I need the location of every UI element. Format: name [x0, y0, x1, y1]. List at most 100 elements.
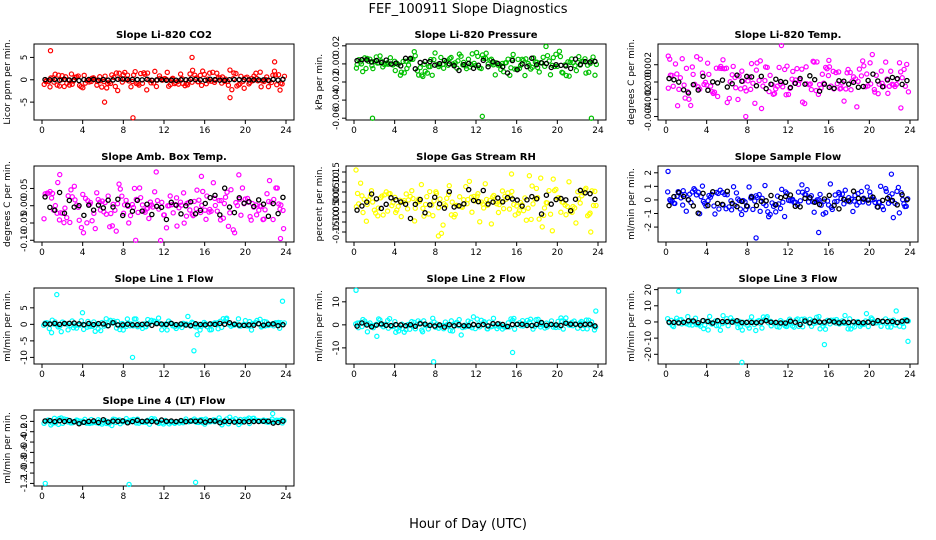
data-point	[139, 418, 145, 425]
data-point	[714, 200, 721, 207]
data-point	[364, 329, 371, 335]
data-point	[841, 196, 847, 203]
data-point	[766, 88, 772, 95]
data-point	[80, 230, 87, 236]
x-tick-label: 4	[80, 248, 86, 258]
data-point	[430, 358, 437, 365]
data-point	[359, 320, 365, 326]
data-point	[563, 212, 569, 218]
data-point	[229, 86, 235, 93]
data-point	[867, 60, 873, 66]
data-point	[760, 83, 766, 89]
data-point	[743, 319, 750, 326]
y-tick-label: 10	[332, 296, 342, 308]
data-point	[485, 323, 491, 329]
data-point	[275, 77, 281, 83]
x-tick-label: 0	[663, 126, 669, 136]
data-point	[119, 418, 126, 424]
data-point	[877, 183, 884, 189]
data-point	[153, 169, 159, 175]
data-point	[753, 319, 760, 326]
data-point	[158, 204, 165, 211]
data-point	[258, 84, 264, 90]
data-point	[713, 65, 720, 71]
data-point	[409, 187, 415, 194]
data-point	[377, 53, 383, 59]
data-point	[168, 418, 175, 424]
data-point	[563, 197, 569, 203]
data-point	[255, 197, 262, 203]
data-point	[855, 319, 862, 326]
data-point	[523, 217, 530, 223]
data-point	[395, 203, 401, 210]
data-point	[134, 322, 141, 328]
data-point	[530, 201, 536, 207]
data-point	[538, 319, 545, 326]
data-point	[427, 58, 433, 65]
data-point	[449, 328, 456, 334]
data-point	[116, 181, 122, 187]
data-point	[41, 216, 47, 222]
data-point	[483, 50, 489, 56]
data-point	[895, 184, 902, 191]
data-point	[510, 51, 516, 58]
data-point	[841, 319, 847, 325]
data-point	[124, 321, 131, 327]
data-point	[587, 59, 593, 65]
data-point	[730, 184, 737, 190]
data-point	[839, 191, 846, 197]
x-tick-label: 24	[592, 248, 604, 258]
data-point	[187, 71, 193, 77]
data-point	[858, 73, 865, 79]
data-point	[884, 318, 891, 325]
x-tick-label: 16	[823, 248, 835, 258]
data-point	[838, 195, 844, 202]
data-point	[899, 81, 905, 88]
data-point	[804, 186, 810, 193]
data-point	[374, 333, 380, 340]
data-point	[719, 318, 726, 325]
data-point	[524, 322, 530, 329]
data-point	[222, 194, 229, 200]
data-point	[412, 201, 419, 208]
data-point	[739, 78, 745, 84]
data-point	[445, 191, 452, 198]
data-point	[817, 326, 823, 332]
data-point	[807, 73, 813, 79]
panel-title: Slope Line 2 Flow	[427, 274, 526, 285]
x-tick-label: 16	[199, 248, 211, 258]
y-tick-label: -0.10	[20, 228, 30, 252]
panel-title: Slope Line 3 Flow	[739, 274, 838, 285]
y-tick-label: 0.05	[332, 182, 342, 202]
data-point	[519, 203, 525, 209]
data-point	[867, 81, 874, 87]
data-point	[819, 71, 826, 77]
data-point	[153, 83, 160, 90]
x-tick-label: 0	[351, 370, 357, 380]
x-tick-label: 0	[39, 370, 45, 380]
data-point	[378, 59, 385, 66]
x-tick-label: 4	[392, 126, 398, 136]
data-point	[901, 66, 907, 73]
data-point	[465, 196, 471, 203]
x-tick-label: 0	[663, 370, 669, 380]
data-point	[71, 419, 77, 425]
y-tick-label: -0.05	[20, 211, 30, 234]
data-point	[831, 85, 837, 92]
data-point	[549, 228, 556, 234]
data-point	[359, 56, 365, 63]
data-point	[577, 322, 584, 328]
data-point	[71, 183, 78, 190]
x-tick-label: 12	[782, 126, 793, 136]
data-point	[474, 316, 480, 322]
data-point	[509, 188, 515, 195]
x-tick-label: 20	[864, 126, 876, 136]
data-point	[42, 418, 48, 424]
data-point	[748, 319, 755, 326]
data-point	[706, 313, 713, 320]
data-point	[387, 55, 394, 61]
data-point	[762, 77, 768, 84]
data-point	[418, 181, 425, 188]
data-point	[799, 182, 805, 188]
x-tick-label: 8	[120, 370, 126, 380]
